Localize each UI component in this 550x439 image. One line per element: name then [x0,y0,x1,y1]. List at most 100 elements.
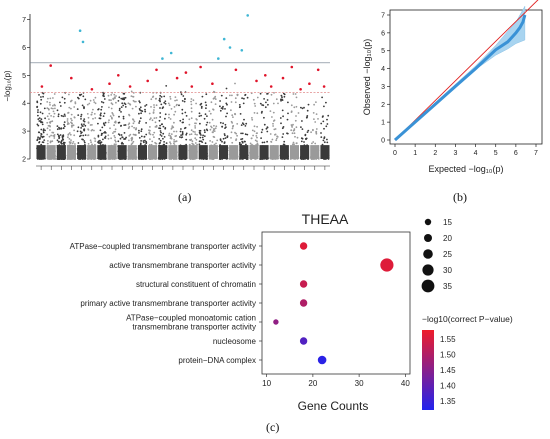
manhattan-point [72,124,75,127]
manhattan-point [154,141,157,144]
manhattan-point [140,112,143,115]
manhattan-point [184,98,186,101]
manhattan-point [240,124,243,126]
manhattan-point [118,107,121,110]
manhattan-significant-point [90,88,94,91]
manhattan-point [163,95,166,98]
enrichment-x-tick-label: 40 [401,379,410,388]
manhattan-point [140,130,143,133]
manhattan-point [181,132,184,135]
manhattan-point [77,126,80,129]
manhattan-point [163,136,166,138]
manhattan-point [48,135,51,138]
manhattan-point [203,129,206,132]
manhattan-point [162,137,164,140]
manhattan-point [101,126,104,129]
manhattan-point [52,110,55,113]
manhattan-point [83,118,86,120]
manhattan-point [256,132,258,135]
manhattan-point [36,123,39,126]
manhattan-point [291,126,293,128]
manhattan-point [70,139,72,142]
manhattan-point [93,113,96,115]
manhattan-point [100,112,102,115]
manhattan-point [37,118,40,120]
manhattan-point [240,143,243,146]
manhattan-point [231,122,234,124]
manhattan-point [204,101,207,104]
manhattan-point [152,111,155,114]
manhattan-point [101,132,104,135]
manhattan-point-band [208,145,218,159]
manhattan-point [59,134,62,136]
qq-y-tick-label: 1 [381,120,385,127]
manhattan-point [317,118,319,120]
manhattan-point [230,137,232,139]
manhattan-point [63,123,65,126]
manhattan-point [91,124,93,126]
manhattan-point [326,123,329,125]
manhattan-point [231,127,234,130]
manhattan-y-tick-label: 5 [22,73,26,80]
manhattan-point [209,112,212,115]
manhattan-point [281,127,284,130]
manhattan-point [93,129,95,132]
manhattan-point [103,98,106,100]
manhattan-point [269,133,272,135]
manhattan-point [204,113,207,116]
manhattan-point [188,118,191,121]
manhattan-point [326,141,329,144]
manhattan-point [173,139,176,141]
manhattan-point [52,97,54,99]
manhattan-point [81,104,84,107]
manhattan-point [315,113,318,115]
manhattan-point [304,134,307,137]
manhattan-point [42,135,45,138]
manhattan-point [182,118,185,121]
manhattan-significant-point [117,74,120,77]
manhattan-point-band [249,145,259,159]
manhattan-point [97,134,100,137]
manhattan-point [107,94,110,97]
manhattan-point [48,112,51,115]
manhattan-point [323,105,325,108]
manhattan-point [194,142,197,144]
manhattan-point [326,118,328,121]
manhattan-point [320,132,322,134]
enrichment-bubble [299,337,308,345]
enrichment-term-label: nucleosome [213,337,257,346]
manhattan-point-band [56,145,66,159]
manhattan-point [215,125,218,128]
manhattan-point-band [117,145,127,159]
manhattan-point [219,100,222,102]
manhattan-point [139,143,142,146]
manhattan-point [253,130,256,133]
manhattan-point [174,110,177,113]
manhattan-point [170,136,172,139]
manhattan-point [61,96,64,99]
manhattan-point [229,94,231,97]
manhattan-point [149,138,151,141]
color-legend-tick-label: 1.40 [440,381,456,390]
size-legend-label: 25 [443,250,452,259]
manhattan-point [118,109,121,112]
manhattan-point [77,114,80,116]
manhattan-significant-point [175,76,179,80]
manhattan-point [115,143,117,146]
manhattan-point [230,109,232,112]
manhattan-point [265,127,268,130]
manhattan-point [174,135,177,138]
manhattan-point-band [188,145,198,159]
manhattan-point [190,110,193,113]
manhattan-point [225,97,228,99]
manhattan-point [174,96,177,98]
manhattan-point [49,97,52,100]
manhattan-point [236,123,239,125]
manhattan-significant-point [108,82,111,85]
manhattan-point [40,120,42,123]
manhattan-point [235,138,238,141]
manhattan-point [198,143,201,146]
manhattan-point [246,133,249,136]
manhattan-point [53,103,56,106]
size-legend-label: 30 [443,266,452,275]
